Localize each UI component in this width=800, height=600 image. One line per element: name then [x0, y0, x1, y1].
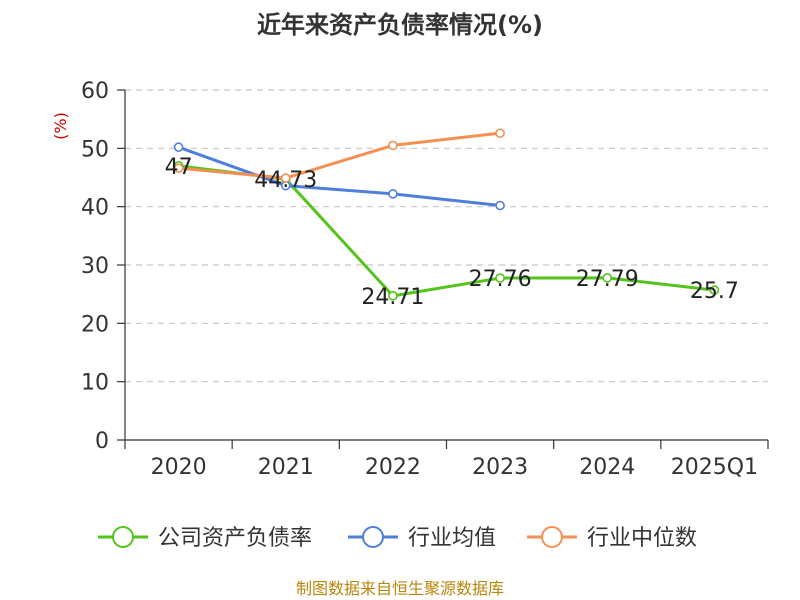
legend-item[interactable]: 公司资产负债率 — [98, 526, 312, 551]
data-label: 27.76 — [469, 267, 532, 292]
data-label: 27.79 — [576, 267, 639, 292]
chart-title: 近年来资产负债率情况(%) — [257, 11, 543, 39]
legend-marker — [362, 526, 384, 548]
legend[interactable]: 公司资产负债率 行业均值 行业中位数 — [98, 526, 697, 551]
x-tick-label: 2023 — [472, 455, 528, 480]
y-tick-label: 30 — [81, 254, 109, 279]
data-point — [388, 291, 398, 301]
x-tick-label: 2024 — [579, 455, 635, 480]
legend-item[interactable]: 行业均值 — [348, 526, 496, 551]
gridlines — [125, 89, 768, 383]
y-axis-unit-label: (%) — [51, 112, 70, 140]
legend-marker — [112, 526, 134, 548]
y-tick-label: 10 — [81, 371, 109, 396]
legend-marker — [541, 526, 563, 548]
data-labels: 47 44.73 24.71 27.76 27.79 25.7 — [165, 155, 739, 310]
y-tick-label: 50 — [81, 137, 109, 162]
data-point — [495, 200, 505, 211]
legend-label: 公司资产负债率 — [158, 526, 312, 551]
data-point — [173, 142, 184, 152]
data-label: 25.7 — [690, 279, 739, 304]
data-label: 47 — [165, 155, 193, 180]
x-tick-label: 2021 — [258, 455, 314, 480]
data-label: 24.71 — [361, 285, 424, 310]
series-line — [178, 131, 501, 180]
y-tick-label: 60 — [81, 79, 109, 104]
legend-label: 行业中位数 — [587, 526, 697, 551]
y-tick-label: 40 — [81, 196, 109, 221]
series-line — [178, 145, 501, 207]
data-label: 44.73 — [254, 168, 317, 193]
data-point — [280, 173, 291, 183]
x-tick-label: 2025Q1 — [671, 455, 758, 480]
data-point — [602, 273, 613, 283]
data-point — [388, 140, 398, 151]
y-tick-label: 0 — [95, 429, 109, 454]
axes: 0 10 20 30 40 50 60 2020 2021 2022 2023 2024 2025Q1 — [81, 79, 769, 480]
y-tick-label: 20 — [81, 312, 109, 337]
legend-label: 行业均值 — [408, 526, 496, 551]
source-note: 制图数据来自恒生聚源数据库 — [296, 579, 504, 598]
data-point — [388, 189, 398, 199]
data-point — [709, 285, 720, 295]
data-point — [495, 273, 505, 283]
x-tick-label: 2020 — [151, 455, 207, 480]
x-tick-label: 2022 — [365, 455, 421, 480]
series-layer — [173, 128, 720, 301]
legend-item[interactable]: 行业中位数 — [527, 526, 697, 551]
data-point — [495, 128, 505, 138]
data-point — [173, 163, 184, 173]
